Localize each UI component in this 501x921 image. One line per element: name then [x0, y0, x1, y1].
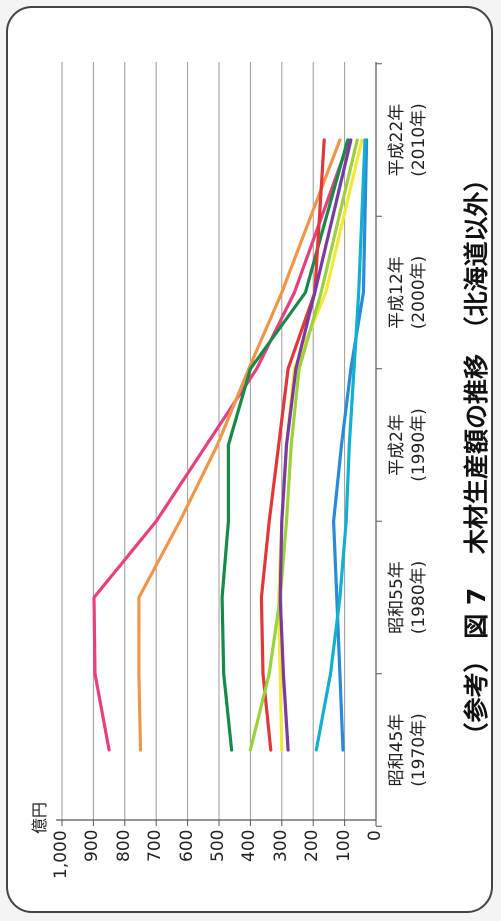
y-axis-unit: 億円	[30, 801, 49, 834]
series-line-8	[332, 138, 369, 752]
series-line-9	[314, 138, 367, 752]
series-line-1	[92, 138, 351, 752]
y-tick-label: 300	[270, 829, 291, 862]
y-tick-label: 200	[302, 829, 323, 862]
y-tick-label: 800	[113, 829, 134, 862]
x-tick-label: 平成12年 (2000年)	[387, 255, 429, 330]
x-tick-label: 昭和55年 (1980年)	[387, 560, 429, 635]
y-tick-label: 1,000	[51, 830, 71, 879]
x-tick-label: 平成22年 (2010年)	[387, 103, 429, 177]
y-tick-label: 600	[176, 829, 197, 862]
x-tick-label: 平成2年 (1990年)	[387, 408, 429, 482]
x-tick-label: 昭和45年 (1970年)	[387, 713, 429, 787]
series-line-3	[220, 138, 350, 752]
chart-title: （参考） 図 7 木材生産額の推移 （北海道以外）	[462, 166, 491, 748]
series-line-2	[137, 138, 342, 752]
y-tick-label: 0	[365, 830, 385, 841]
y-tick-label: 500	[208, 829, 228, 862]
y-tick-label: 700	[145, 829, 166, 862]
y-tick-label: 400	[239, 829, 260, 862]
y-tick-label: 100	[333, 829, 354, 862]
y-tick-label: 900	[82, 829, 103, 862]
series-line-7	[278, 138, 353, 752]
series-line-6	[248, 138, 359, 752]
chart-frame	[6, 6, 493, 913]
